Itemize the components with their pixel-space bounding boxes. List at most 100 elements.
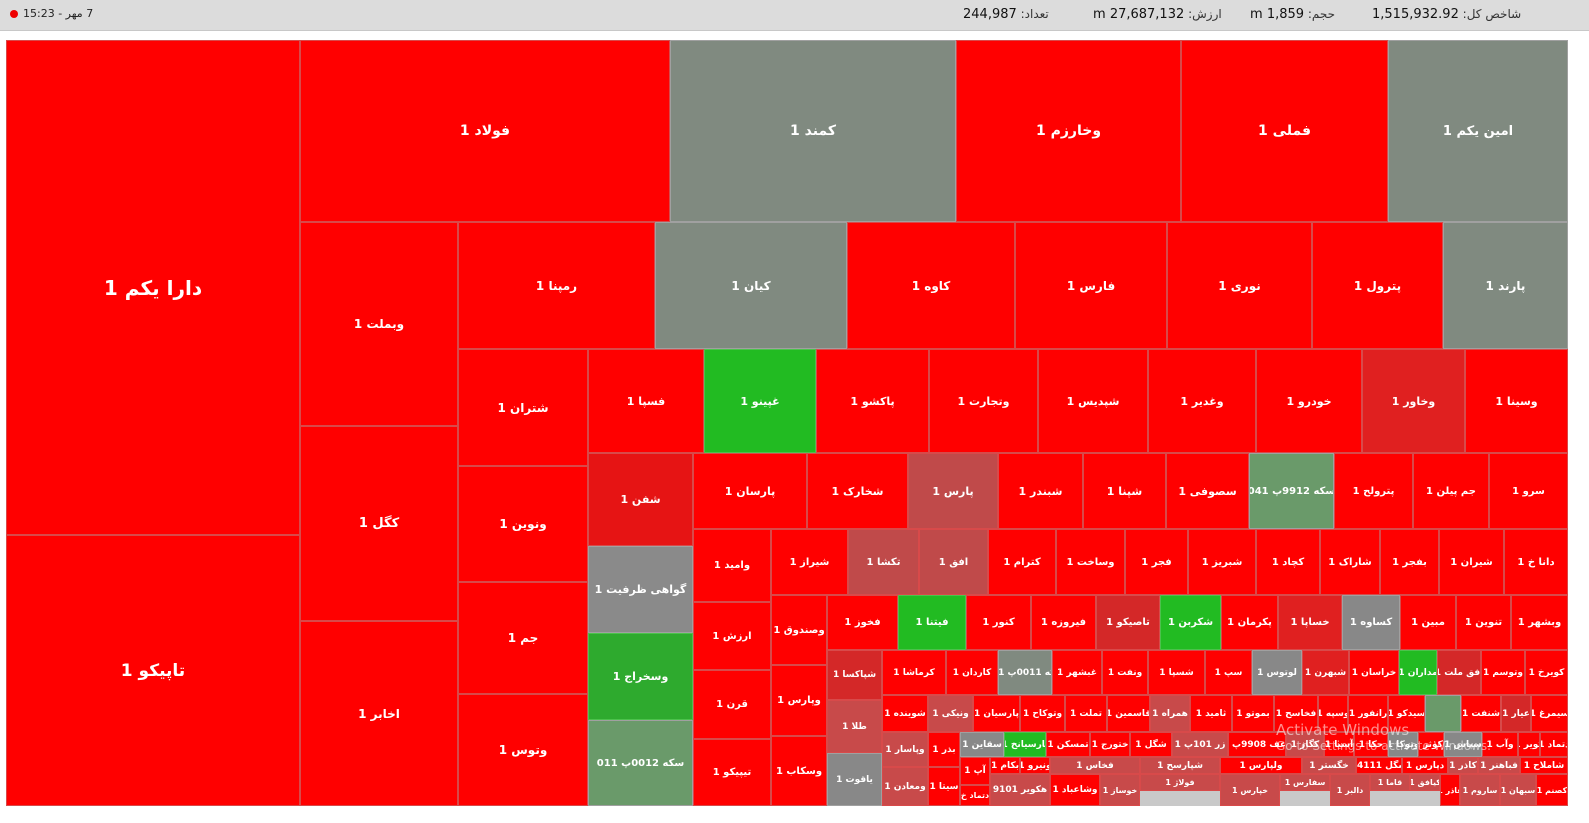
stock-tile[interactable]: سکه 0012پ 011 <box>588 720 693 806</box>
stock-tile[interactable]: پترولح 1 <box>1334 453 1413 529</box>
stock-tile[interactable]: سپاس 1 <box>1444 732 1482 757</box>
stock-tile[interactable]: ونوین 1 <box>458 466 588 582</box>
stock-tile[interactable]: یاقوت 1 <box>827 753 882 806</box>
stock-tile[interactable]: شپارسح 1 <box>1140 757 1220 774</box>
stock-tile[interactable]: سپ 1 <box>1205 650 1252 695</box>
stock-tile[interactable]: تاصیکو 1 <box>1096 595 1160 650</box>
stock-tile[interactable]: کترام 1 <box>988 529 1056 595</box>
stock-tile[interactable]: امین یکم 1 <box>1388 40 1568 222</box>
stock-tile[interactable]: وتوسم 1 <box>1481 650 1525 695</box>
stock-tile[interactable]: شفن 1 <box>588 453 693 546</box>
stock-tile[interactable]: ختورج 1 <box>1090 732 1130 757</box>
stock-tile[interactable]: فیتنا 1 <box>898 595 966 650</box>
stock-tile[interactable]: بفجر 1 <box>1380 529 1439 595</box>
stock-tile[interactable]: کویر 1 <box>1518 732 1540 757</box>
stock-tile[interactable]: آپ 1 <box>960 757 990 785</box>
stock-tile[interactable]: سبهان 1 <box>1500 774 1536 806</box>
stock-tile[interactable]: وسخراج 1 <box>588 633 693 720</box>
stock-tile[interactable]: شپاکسا 1 <box>827 650 882 700</box>
stock-tile[interactable]: خراسان 1 <box>1349 650 1399 695</box>
stock-tile[interactable]: بذر 1 <box>928 732 960 767</box>
stock-tile[interactable]: ثامید 1 <box>1190 695 1232 732</box>
stock-tile[interactable]: پارند 1 <box>1443 222 1568 349</box>
stock-tile[interactable]: کاذر 1 <box>1448 757 1478 774</box>
stock-tile[interactable]: پکرمان 1 <box>1221 595 1278 650</box>
stock-tile[interactable]: وپارس 1 <box>771 665 827 736</box>
stock-tile[interactable]: دتماد 1 <box>1540 732 1568 757</box>
stock-tile[interactable]: شاملاح 1 <box>1520 757 1568 774</box>
stock-tile[interactable]: وصندوق 1 <box>771 595 827 665</box>
stock-tile[interactable]: وپاسار 1 <box>882 732 928 767</box>
stock-tile[interactable]: جم 1 <box>458 582 588 694</box>
stock-tile[interactable]: خگستر 1 <box>1302 757 1356 774</box>
stock-tile[interactable]: شبریز 1 <box>1188 529 1256 595</box>
stock-tile[interactable]: فخاس 1 <box>1050 757 1140 774</box>
stock-tile[interactable]: دانا خ 1 <box>1504 529 1568 595</box>
stock-tile[interactable]: شپنا 1 <box>1083 453 1166 529</box>
stock-tile[interactable]: پارسیان 1 <box>973 695 1020 732</box>
stock-tile[interactable]: وخاور 1 <box>1362 349 1465 453</box>
stock-tile[interactable]: کاردان 1 <box>946 650 998 695</box>
stock-tile[interactable]: کیان 1 <box>655 222 847 349</box>
stock-tile[interactable]: وکوثر 1 <box>1418 732 1444 757</box>
stock-tile[interactable]: کمند 1 <box>670 40 956 222</box>
stock-tile[interactable]: خپارس 1 <box>1220 774 1280 806</box>
stock-tile[interactable]: وبشهر 1 <box>1511 595 1568 650</box>
stock-tile[interactable]: طلا 1 <box>827 700 882 753</box>
stock-tile[interactable]: شیران 1 <box>1439 529 1504 595</box>
stock-tile[interactable]: اخابر 1 <box>300 621 458 806</box>
stock-tile[interactable]: کچاد 1 <box>1256 529 1320 595</box>
stock-tile[interactable]: سیمرغ 1 <box>1531 695 1568 732</box>
stock-tile[interactable]: وتجارت 1 <box>929 349 1038 453</box>
stock-tile[interactable]: شیراز 1 <box>771 529 848 595</box>
stock-tile[interactable]: زعف 9908پ 1 <box>1228 732 1286 757</box>
stock-tile[interactable]: سفارس 1 <box>1280 774 1330 791</box>
stock-tile[interactable]: شنفت 1 <box>1461 695 1501 732</box>
stock-tile[interactable]: ونفت 1 <box>1102 650 1148 695</box>
stock-tile[interactable]: قاسمین 1 <box>1107 695 1150 732</box>
stock-tile[interactable]: کگاز 1 <box>1286 732 1324 757</box>
stock-tile[interactable]: کاوه 1 <box>847 222 1015 349</box>
stock-tile[interactable]: دپارس 1 <box>1402 757 1448 774</box>
stock-tile[interactable]: وتوس 1 <box>458 694 588 806</box>
stock-tile[interactable]: شبندر 1 <box>998 453 1083 529</box>
stock-tile[interactable]: فباهنر 1 <box>1478 757 1520 774</box>
stock-tile[interactable]: وغدیر 1 <box>1148 349 1256 453</box>
stock-tile[interactable]: وسکاب 1 <box>771 736 827 806</box>
stock-tile[interactable]: وشاعباد 1 <box>1050 774 1100 806</box>
stock-tile[interactable]: کویرخ 1 <box>1525 650 1568 695</box>
stock-tile[interactable]: کرماشا 1 <box>882 650 946 695</box>
stock-tile[interactable]: افق ملت 1 <box>1437 650 1481 695</box>
stock-tile[interactable]: سقاین 1 <box>960 732 1004 757</box>
stock-tile[interactable]: بکام 1 <box>990 757 1020 774</box>
stock-tile[interactable]: زر 101پ 1 <box>1172 732 1228 757</box>
stock-tile[interactable]: شخارک 1 <box>807 453 908 529</box>
stock-tile[interactable]: پارسان 1 <box>693 453 807 529</box>
stock-tile[interactable]: کگل 1 <box>300 426 458 621</box>
stock-tile[interactable]: پاکشو 1 <box>816 349 929 453</box>
stock-tile[interactable]: کیافق 1 <box>1410 774 1440 791</box>
stock-tile[interactable]: دارا یکم 1 <box>6 40 300 535</box>
stock-tile[interactable]: رمپنا 1 <box>458 222 655 349</box>
stock-tile[interactable]: خوساز 1 <box>1100 774 1140 806</box>
stock-tile[interactable]: وسینا 1 <box>1465 349 1568 453</box>
stock-tile[interactable]: سکه 9912پ 041 <box>1249 453 1334 529</box>
stock-tile[interactable]: مداران 1 <box>1399 650 1437 695</box>
stock-tile[interactable]: شکربن 1 <box>1160 595 1221 650</box>
stock-tile[interactable]: فیروزه 1 <box>1031 595 1096 650</box>
stock-tile[interactable]: دالبر 1 <box>1330 774 1370 806</box>
stock-tile[interactable]: گواهی ظرفیت 1 <box>588 546 693 633</box>
stock-tile[interactable]: وتوکا 1 <box>1388 732 1418 757</box>
stock-tile[interactable]: تملت 1 <box>1065 695 1107 732</box>
stock-tile[interactable]: ونیرو 1 <box>1020 757 1050 774</box>
stock-tile[interactable]: فارس 1 <box>1015 222 1167 349</box>
stock-tile[interactable]: شسپا 1 <box>1148 650 1205 695</box>
stock-tile[interactable]: فخوز 1 <box>827 595 898 650</box>
stock-tile[interactable]: وتوکاح 1 <box>1020 695 1065 732</box>
stock-tile[interactable]: وبملت 1 <box>300 222 458 426</box>
stock-tile[interactable]: سرو 1 <box>1489 453 1568 529</box>
stock-tile[interactable]: غاذر 1 <box>1440 774 1460 806</box>
stock-tile[interactable]: غپینو 1 <box>704 349 816 453</box>
stock-tile[interactable]: عیار 1 <box>1501 695 1531 732</box>
stock-tile[interactable]: شاراک 1 <box>1320 529 1380 595</box>
